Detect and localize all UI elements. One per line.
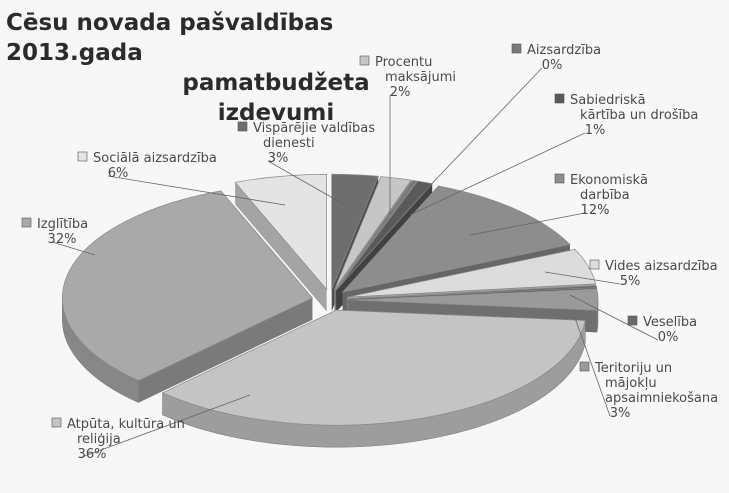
leader-line (81, 394, 251, 458)
leader-line (401, 67, 543, 216)
legend-key (627, 315, 638, 326)
leader-line (267, 160, 346, 206)
pie-slice (161, 309, 586, 448)
slice-side (235, 182, 327, 312)
leader-line (409, 132, 586, 216)
slice-name: Sociālā aizsardzība (93, 151, 217, 166)
slice-name: Teritoriju un mājokļu apsaimniekošana (594, 361, 718, 406)
legend-key (51, 417, 62, 428)
legend-key (579, 361, 590, 372)
leader-line (107, 175, 286, 206)
legend-key (21, 217, 32, 228)
slice-percent: 3% (610, 406, 631, 421)
slice-name: Sabiedriskā kārtība un drošība (570, 93, 698, 123)
slice-top (341, 185, 571, 293)
slice-name: Vispārējie valdības dienesti (253, 121, 375, 151)
slice-name: Ekonomiskā darbība (570, 173, 648, 203)
pie-slices (62, 173, 599, 448)
slice-top (347, 285, 598, 300)
pie-slice (234, 174, 327, 312)
slice-top (234, 174, 327, 291)
leader-line (544, 271, 621, 285)
slice-name: Veselība (643, 315, 697, 330)
slice-percent: 2% (390, 85, 411, 100)
legend-key (359, 55, 370, 66)
chart-title: Cēsu novada pašvaldības 2013.gada pamatb… (6, 8, 446, 128)
legend-key (554, 173, 565, 184)
chart-title-line-2: pamatbudžeta izdevumi (182, 70, 370, 126)
slice-side (138, 297, 313, 403)
pie-slice (62, 190, 313, 404)
slice-percent: 32% (48, 232, 77, 247)
slice-top (335, 179, 418, 290)
slice-percent: 0% (658, 330, 679, 345)
slice-percent: 3% (268, 151, 289, 166)
chart-title-line-1: Cēsu novada pašvaldības 2013.gada (6, 10, 334, 66)
slice-name: Aizsardzība (527, 43, 601, 58)
slice-top (331, 173, 379, 290)
slice-name: Vides aizsardzība (605, 259, 718, 274)
leader-line (469, 212, 586, 236)
slice-percent: 1% (585, 123, 606, 138)
leader-line (51, 241, 96, 256)
slice-top (347, 249, 597, 298)
legend-key (511, 43, 522, 54)
slice-name: Izglītība (37, 217, 88, 232)
slice-top (334, 176, 412, 290)
slice-percent: 0% (542, 58, 563, 73)
slice-percent: 12% (581, 203, 610, 218)
legend-key (589, 259, 600, 270)
legend-key (554, 93, 565, 104)
slice-top (62, 190, 313, 381)
slice-percent: 5% (620, 274, 641, 289)
legend-key (237, 121, 248, 132)
slice-percent: 6% (108, 166, 129, 181)
slice-name: Atpūta, kultūra un reliģija (67, 417, 185, 447)
leader-line (569, 294, 659, 341)
leader-line (574, 317, 611, 417)
slice-top (347, 288, 599, 311)
legend-key (77, 151, 88, 162)
slice-percent: 36% (78, 447, 107, 462)
slice-name: Procentu maksājumi (375, 55, 456, 85)
slice-top (161, 309, 586, 426)
